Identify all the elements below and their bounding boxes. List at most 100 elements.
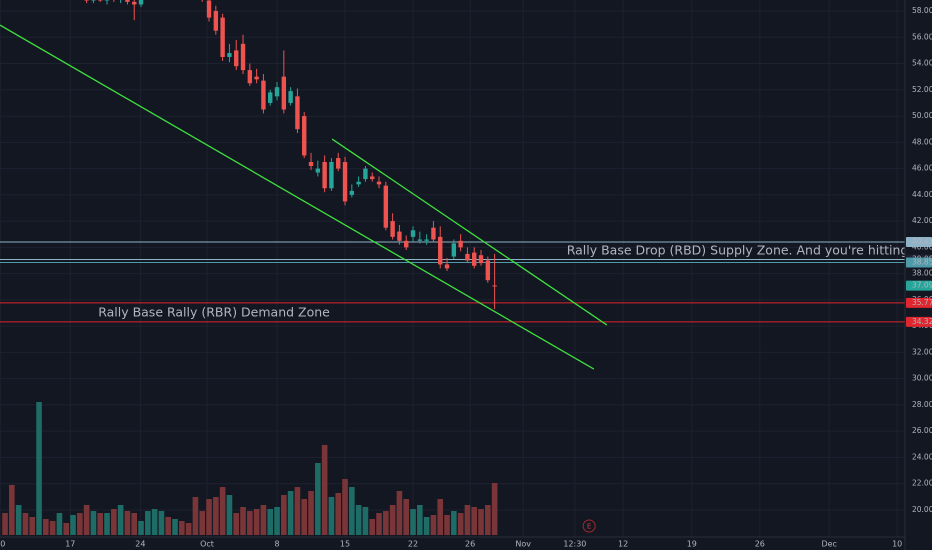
volume-bar [423,517,430,535]
volume-bar [90,511,97,535]
x-tick-label: 12 [618,540,628,549]
volume-bar [117,505,124,535]
annotation: Rally Base Drop (RBD) Supply Zone. And y… [567,243,918,258]
volume-bar [451,511,457,535]
candle-body [458,240,463,248]
volume-bar [383,511,389,535]
y-tick-label: 28.00 [912,400,932,409]
x-tick-label: 19 [687,540,697,549]
candle-body [322,162,327,189]
volume-bar [335,493,342,535]
volume-bar [2,513,8,535]
volume-bar [260,505,267,535]
candle-body [132,1,137,5]
volume-bar [97,513,104,535]
volume-bar [49,521,56,535]
y-tick-label: 54.00 [912,59,932,68]
candle-body [431,227,436,240]
trendlines [0,24,608,370]
volume-bar [36,402,42,535]
volume-bar [267,509,274,535]
volume-bar [158,511,165,535]
candle-body [336,158,341,169]
candle-body [254,76,259,80]
volume-bar [430,515,437,535]
volume-bar [77,513,83,535]
candle-body [397,231,402,241]
x-tick-label: Dec [821,540,836,549]
volume-bar [247,511,253,535]
volume-bar [15,505,22,535]
price-label: 34.32 [912,317,932,326]
volume-bar [464,505,471,535]
volume-bar [131,513,138,535]
volume-bar [410,509,416,535]
volume-bar [301,499,308,535]
x-tick-label: 26 [465,540,475,549]
candle-body [308,162,314,166]
candles [84,0,497,310]
candle-body [444,264,450,269]
x-tick-label: 26 [755,540,765,549]
trendline [331,138,608,326]
y-tick-label: 58.00 [912,6,932,15]
grid [0,0,905,537]
y-tick-label: 22.00 [912,479,932,488]
candle-body [281,76,287,110]
volume-bar [63,523,70,535]
volume-bar [165,517,172,535]
volume-bar [315,463,321,535]
x-tick-label: Oct [200,540,214,549]
candle-body [404,240,409,248]
candle-body [240,43,246,71]
volume-bar [219,487,226,535]
x-tick-label: 22 [408,540,418,549]
volume-pane [2,402,498,535]
y-tick-label: 24.00 [912,452,932,461]
candle-body [104,0,110,1]
event-marker-label: E [587,523,591,531]
volume-bar [206,499,212,535]
annotation: Rally Base Rally (RBR) Demand Zone [98,305,330,320]
volume-bar [138,521,144,535]
volume-bar [240,507,246,535]
volume-bar [308,491,314,535]
candle-body [315,168,321,173]
y-tick-label: 56.00 [912,32,932,41]
y-tick-label: 38.00 [912,269,932,278]
volume-bar [294,487,301,535]
candle-body [274,87,280,97]
volume-bar [213,497,219,535]
volume-bar [172,519,178,535]
candle-body [363,168,368,180]
candle-body [98,0,103,1]
candle-body [125,0,130,2]
volume-bar [199,511,206,535]
price-label-box [906,280,932,291]
candle-body [213,11,219,31]
y-tick-label: 44.00 [912,190,932,199]
volume-bar [29,517,36,535]
volume-bar [369,519,376,535]
candle-body [261,80,266,110]
candle-body [451,243,457,257]
volume-bar [403,499,410,535]
candle-body [91,0,96,1]
volume-bar [471,507,478,535]
candle-body [465,253,470,261]
candle-body [234,50,239,67]
candle-body [356,181,361,185]
annotations: Rally Base Drop (RBD) Supply Zone. And y… [98,243,918,320]
candle-body [410,230,416,237]
y-tick-label: 52.00 [912,85,932,94]
y-tick-label: 50.00 [912,111,932,120]
x-tick-label: 10 [892,540,902,549]
volume-bar [389,505,396,535]
candle-body [220,17,225,57]
volume-bar [362,507,369,535]
trendline [0,24,595,370]
y-tick-label: 20.00 [912,505,932,514]
x-tick-label: 24 [135,540,145,549]
